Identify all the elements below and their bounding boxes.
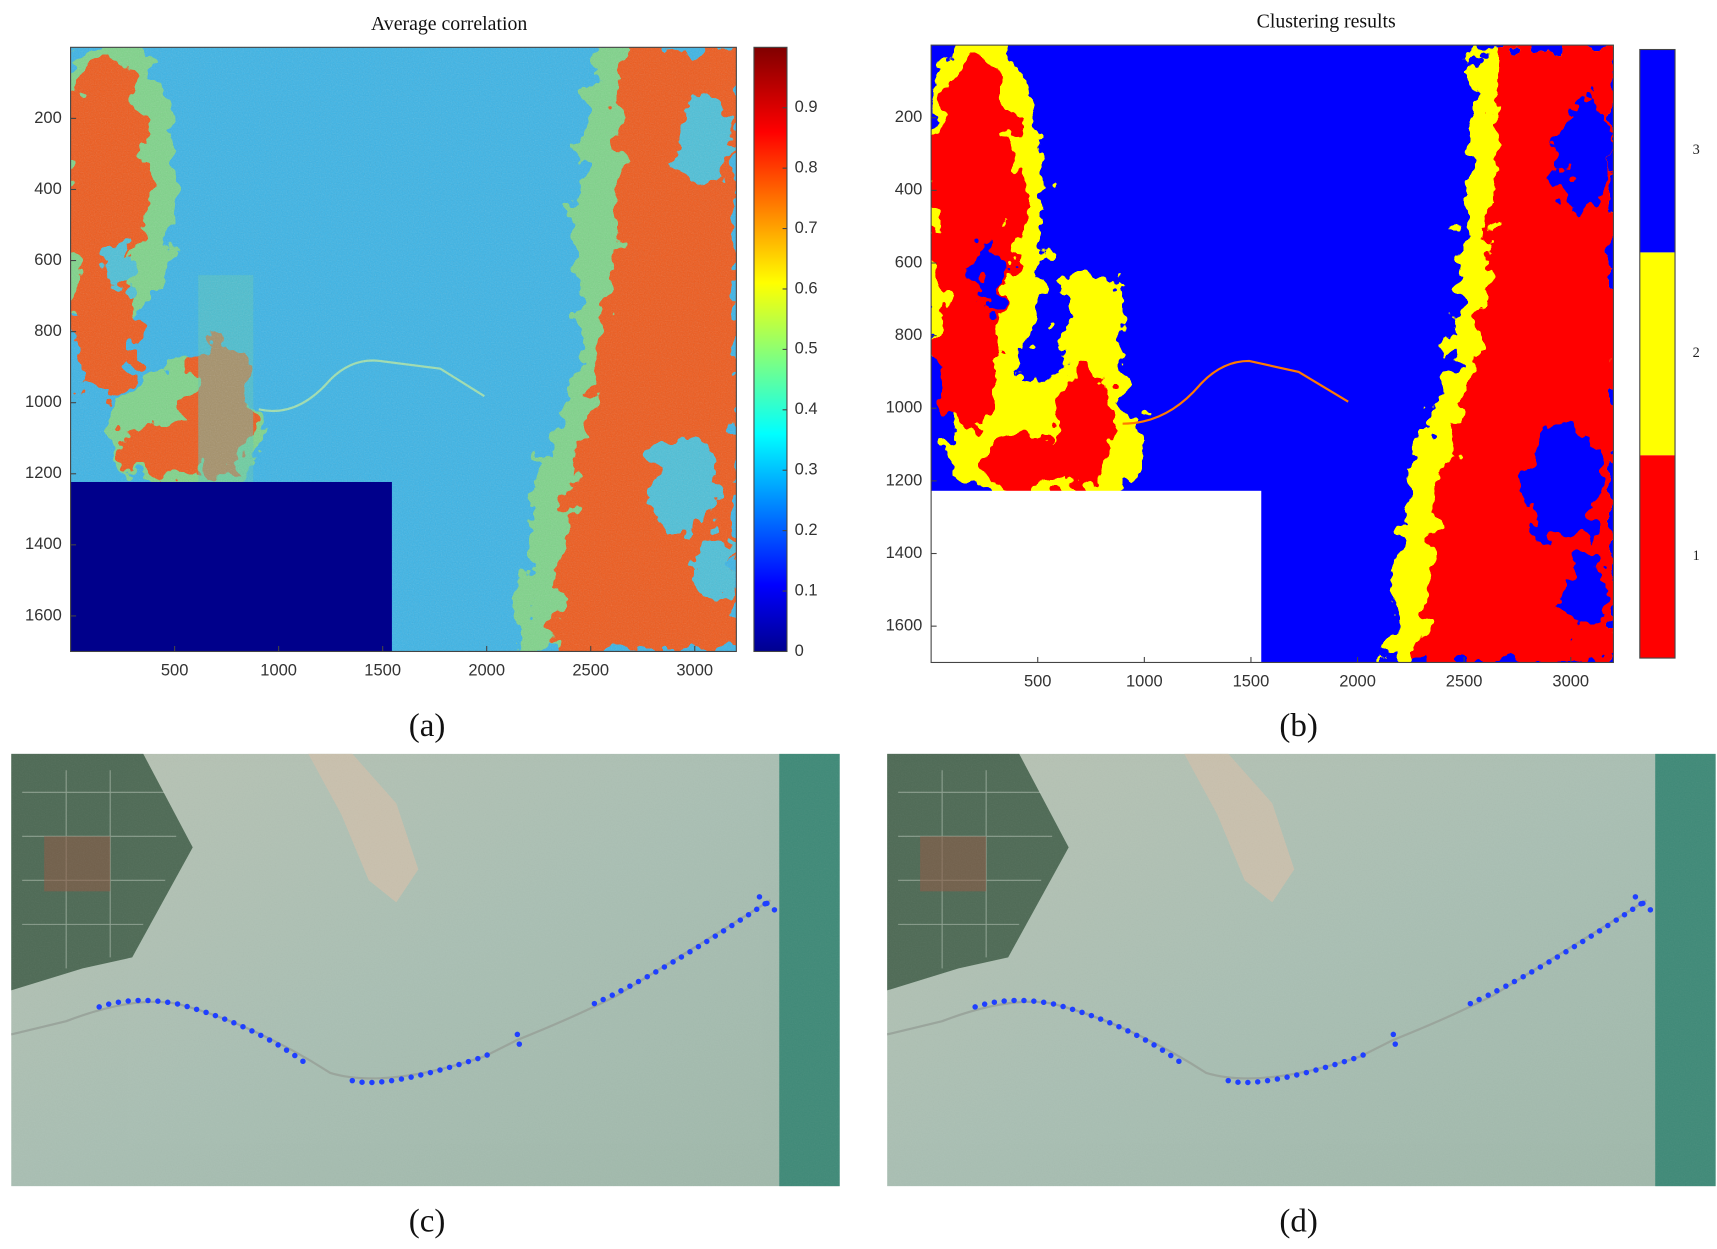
y-tick-label: 800 bbox=[34, 322, 62, 340]
colorbar-tick-label: 0 bbox=[795, 642, 804, 660]
y-tick-label: 400 bbox=[895, 181, 923, 199]
x-tick-label: 1000 bbox=[260, 662, 297, 680]
chart-title: Average correlation bbox=[371, 13, 527, 35]
panel-label: (a) bbox=[409, 708, 446, 744]
colorbar-tick-label: 0.2 bbox=[795, 521, 818, 539]
x-tick-label: 2500 bbox=[572, 662, 609, 680]
panel-label: (d) bbox=[1279, 1203, 1317, 1239]
x-tick-label: 1500 bbox=[1233, 673, 1270, 691]
y-tick-label: 1000 bbox=[25, 393, 62, 411]
cluster-map bbox=[931, 45, 1614, 663]
y-tick-label: 600 bbox=[34, 251, 62, 269]
colorbar-class-label: 1 bbox=[1693, 548, 1700, 564]
colorbar-tick-label: 0.7 bbox=[795, 219, 818, 237]
y-tick-label: 600 bbox=[895, 253, 923, 271]
colorbar-tick-label: 0.4 bbox=[795, 400, 818, 418]
colorbar bbox=[753, 46, 788, 653]
x-tick-label: 2000 bbox=[468, 662, 505, 680]
y-tick-label: 1000 bbox=[886, 399, 923, 417]
colorbar-tick-label: 0.1 bbox=[795, 581, 818, 599]
colorbar-tick-label: 0.3 bbox=[795, 461, 818, 479]
chart-title: Clustering results bbox=[1257, 11, 1396, 33]
y-tick-label: 200 bbox=[34, 109, 62, 127]
plot-frame bbox=[930, 44, 1614, 664]
x-tick-label: 500 bbox=[1024, 673, 1052, 691]
y-tick-label: 800 bbox=[895, 326, 923, 344]
y-tick-label: 1400 bbox=[25, 535, 62, 553]
plot-frame bbox=[70, 46, 737, 653]
y-tick-label: 1200 bbox=[886, 471, 923, 489]
colorbar-class-label: 3 bbox=[1693, 142, 1700, 158]
colorbar-band bbox=[1639, 49, 1676, 253]
colorbar-tick-label: 0.8 bbox=[795, 159, 818, 177]
colorbar-tick-label: 0.6 bbox=[795, 279, 818, 297]
y-tick-label: 1600 bbox=[886, 617, 923, 635]
colorbar-tick-label: 0.5 bbox=[795, 340, 818, 358]
y-tick-label: 1400 bbox=[886, 544, 923, 562]
x-tick-label: 2500 bbox=[1446, 673, 1483, 691]
x-tick-label: 3000 bbox=[1552, 673, 1589, 691]
y-tick-label: 1600 bbox=[25, 606, 62, 624]
x-tick-label: 500 bbox=[161, 662, 189, 680]
x-tick-label: 3000 bbox=[676, 662, 713, 680]
satellite-image bbox=[887, 754, 1716, 1186]
colorbar-class-label: 2 bbox=[1693, 345, 1700, 361]
x-tick-label: 2000 bbox=[1339, 673, 1376, 691]
x-tick-label: 1500 bbox=[364, 662, 401, 680]
satellite-image bbox=[11, 753, 840, 1187]
y-tick-label: 1200 bbox=[25, 464, 62, 482]
correlation-map bbox=[70, 47, 737, 652]
colorbar-frame bbox=[1639, 48, 1676, 659]
panel-label: (b) bbox=[1279, 708, 1317, 744]
y-tick-label: 400 bbox=[34, 180, 62, 198]
colorbar-band bbox=[1639, 455, 1676, 659]
colorbar-tick-label: 0.9 bbox=[795, 98, 818, 116]
y-tick-label: 200 bbox=[895, 108, 923, 126]
x-tick-label: 1000 bbox=[1126, 673, 1163, 691]
colorbar-band bbox=[1639, 252, 1676, 456]
panel-label: (c) bbox=[409, 1203, 446, 1239]
